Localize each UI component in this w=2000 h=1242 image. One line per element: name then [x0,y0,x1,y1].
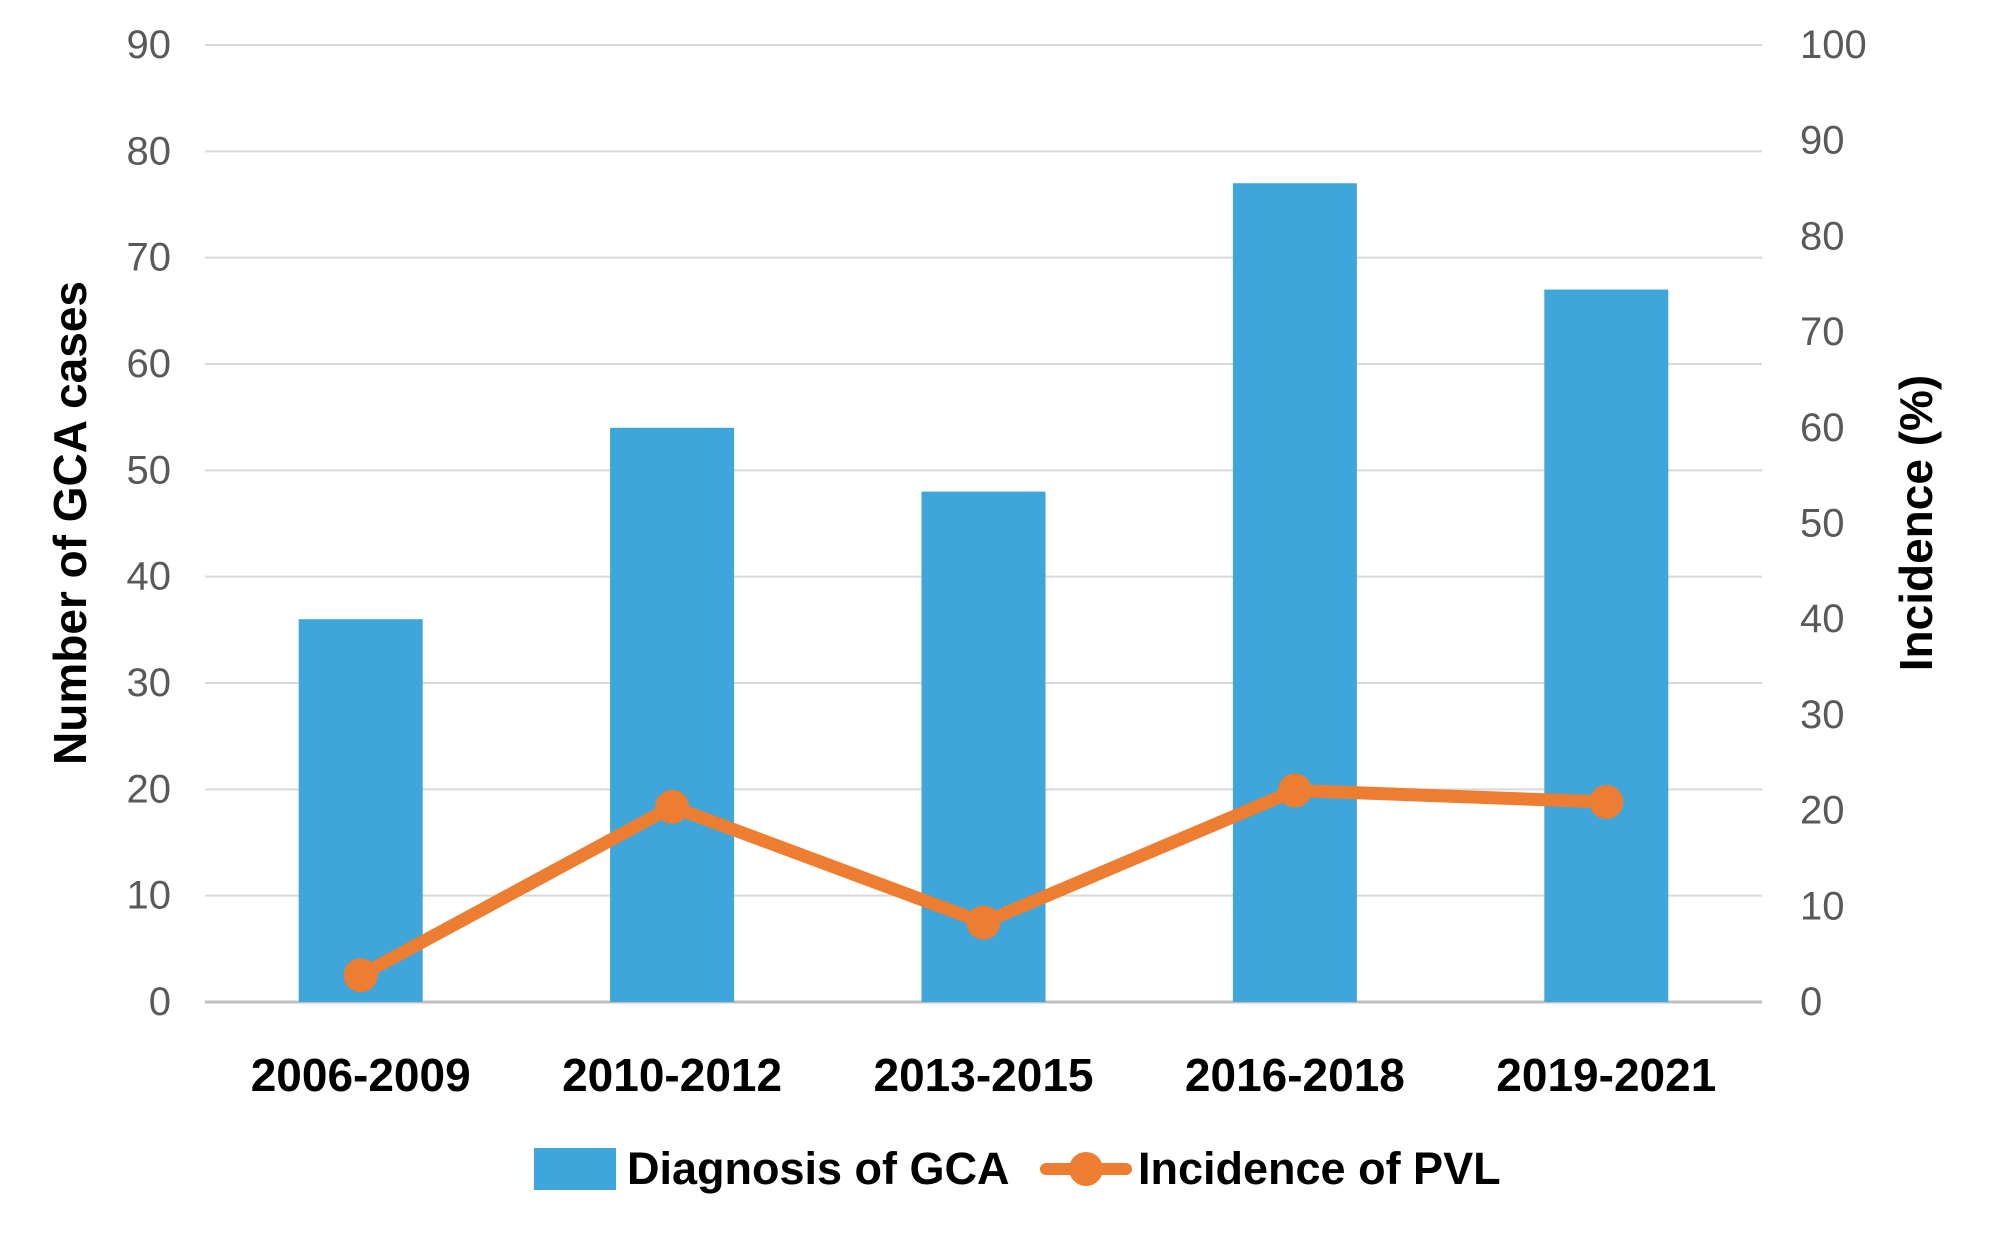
data-point-marker [343,958,378,993]
data-point-marker [966,905,1001,940]
left-axis-tick-label: 90 [127,23,172,67]
legend-line-dot [1069,1152,1103,1186]
right-axis-tick-label: 60 [1800,406,1845,450]
bar [610,427,735,1002]
left-axis-tick-label: 80 [127,129,172,173]
left-axis-tick-label: 50 [127,448,172,492]
category-label: 2019-2021 [1496,1049,1716,1101]
right-axis-title: Incidence (%) [1890,374,1942,672]
data-point-marker [655,789,690,824]
legend-label-bars: Diagnosis of GCA [627,1143,1010,1194]
category-label: 2016-2018 [1185,1049,1405,1101]
left-axis-tick-label: 40 [127,555,172,599]
right-axis-tick-label: 20 [1800,789,1845,833]
left-axis-tick-label: 60 [127,342,172,386]
category-label: 2010-2012 [562,1049,782,1101]
legend-item-line: Incidence of PVL [1040,1143,1501,1194]
right-axis-tick-label: 0 [1800,980,1822,1024]
left-axis-tick-label: 0 [149,980,171,1024]
legend: Diagnosis of GCA Incidence of PVL [0,1143,2000,1194]
data-point-marker [1589,784,1624,819]
category-label: 2013-2015 [874,1049,1094,1101]
bar [1232,183,1357,1002]
bar [298,619,423,1002]
right-axis-tick-label: 30 [1800,693,1845,737]
category-label: 2006-2009 [251,1049,471,1101]
bar [1544,289,1669,1003]
line-series-marker [1040,1146,1132,1192]
left-axis-tick-label: 30 [127,661,172,705]
right-axis-tick-label: 40 [1800,597,1845,641]
right-axis-tick-label: 70 [1800,310,1845,354]
right-axis-tick-label: 100 [1800,23,1867,67]
left-axis-tick-label: 70 [127,236,172,280]
legend-label-line: Incidence of PVL [1138,1143,1501,1194]
right-axis-tick-label: 80 [1800,214,1845,258]
bar-series-swatch [534,1148,616,1190]
right-axis-tick-label: 10 [1800,884,1845,928]
left-axis-tick-label: 20 [127,767,172,811]
data-point-marker [1277,773,1312,808]
legend-item-bars: Diagnosis of GCA [534,1143,1010,1194]
right-axis-tick-label: 90 [1800,119,1845,163]
left-axis-tick-label: 10 [127,874,172,918]
right-axis-tick-label: 50 [1800,502,1845,546]
left-axis-title: Number of GCA cases [44,281,96,765]
